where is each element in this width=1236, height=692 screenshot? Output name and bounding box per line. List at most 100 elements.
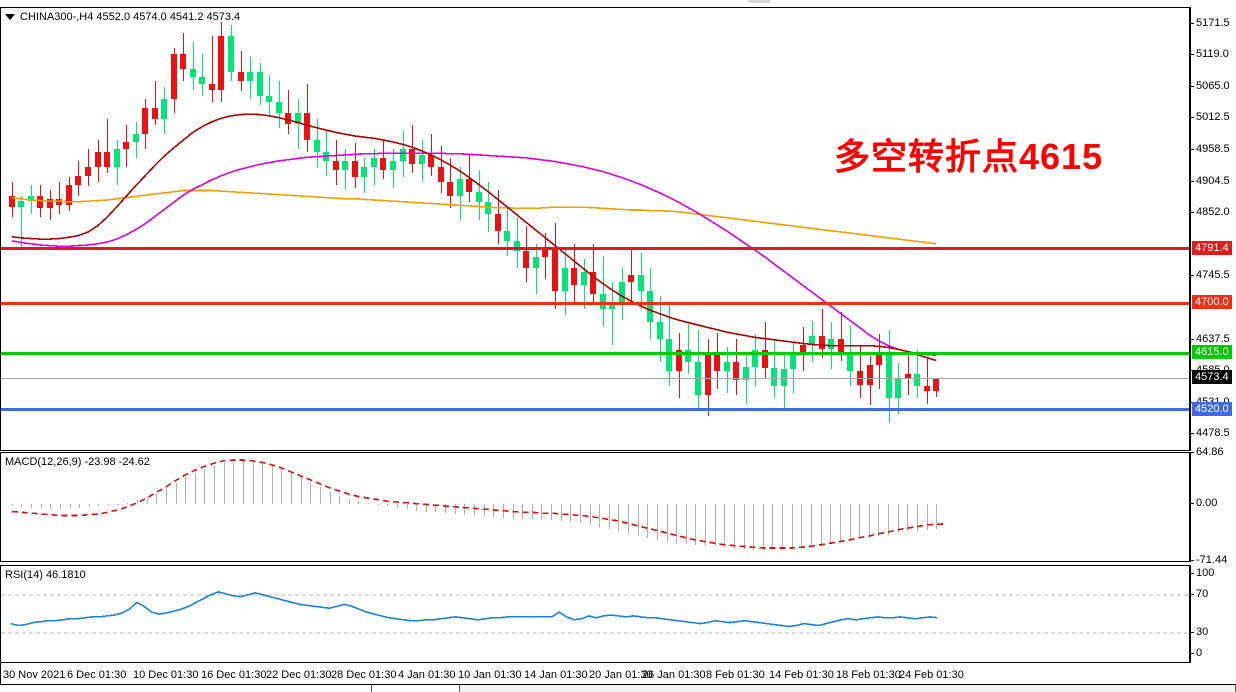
candle-body bbox=[476, 191, 482, 203]
macd-histogram-bar bbox=[262, 463, 263, 505]
macd-histogram-bar bbox=[349, 498, 350, 505]
candle-body bbox=[304, 113, 310, 141]
level-line-resistance-4791[interactable] bbox=[1, 247, 1189, 251]
candle-wick bbox=[345, 149, 346, 191]
candle-body bbox=[867, 365, 873, 385]
price-axis-badge-4615.0[interactable]: 4615.0 bbox=[1192, 345, 1232, 360]
macd-histogram-bar bbox=[888, 504, 889, 535]
macd-axis[interactable]: 64.86 0.00 -71.44 bbox=[1190, 446, 1236, 566]
axis-tick-label: 5065.0 bbox=[1196, 79, 1230, 92]
axis-tick-label: 4478.5 bbox=[1196, 427, 1230, 440]
candle-body bbox=[705, 355, 711, 395]
macd-histogram-bar bbox=[291, 472, 292, 505]
candle-body bbox=[485, 202, 491, 215]
macd-histogram-bar bbox=[89, 504, 90, 507]
candle-wick bbox=[841, 311, 842, 362]
axis-tick-mark bbox=[1190, 148, 1194, 150]
candle-body bbox=[685, 350, 691, 363]
macd-histogram-bar bbox=[628, 504, 629, 534]
macd-histogram-bar bbox=[147, 497, 148, 505]
macd-panel[interactable]: MACD(12,26,9) -23.98 -24.62 bbox=[0, 452, 1190, 562]
price-chart-panel[interactable]: CHINA300-,H4 4552.0 4574.0 4541.2 4573.4… bbox=[0, 7, 1190, 451]
macd-signal-line bbox=[11, 459, 946, 549]
candle-body bbox=[609, 303, 615, 309]
time-axis-label: 8 Feb 01:30 bbox=[706, 669, 765, 681]
candle-body bbox=[628, 274, 634, 283]
collapse-triangle-icon[interactable] bbox=[5, 14, 15, 20]
macd-histogram-bar bbox=[195, 472, 196, 505]
macd-histogram-bar bbox=[821, 504, 822, 546]
macd-plot-area[interactable] bbox=[1, 453, 1189, 561]
candle-wick bbox=[612, 282, 613, 345]
macd-histogram-bar bbox=[532, 504, 533, 520]
level-line-pivot-4615[interactable] bbox=[1, 351, 1189, 355]
macd-histogram-bar bbox=[79, 504, 80, 508]
candle-body bbox=[638, 274, 644, 292]
macd-histogram-bar bbox=[878, 504, 879, 537]
axis-tick-label: 64.86 bbox=[1196, 446, 1224, 458]
macd-histogram-bar bbox=[21, 504, 22, 507]
macd-histogram-bar bbox=[493, 504, 494, 518]
candle-body bbox=[647, 291, 653, 322]
price-axis-badge-4520.0[interactable]: 4520.0 bbox=[1192, 401, 1232, 416]
macd-histogram-bar bbox=[869, 504, 870, 538]
candle-body bbox=[314, 140, 320, 152]
macd-histogram-bar bbox=[580, 504, 581, 524]
candle-body bbox=[66, 184, 72, 205]
candle-wick bbox=[288, 89, 289, 135]
macd-histogram-bar bbox=[522, 504, 523, 519]
macd-histogram-bar bbox=[801, 504, 802, 549]
candle-body bbox=[47, 199, 53, 209]
taskbar-segment[interactable] bbox=[460, 685, 1236, 692]
time-axis-label: 6 Dec 01:30 bbox=[67, 669, 127, 681]
macd-histogram-bar bbox=[233, 461, 234, 505]
price-axis-badge-4700.0[interactable]: 4700.0 bbox=[1192, 295, 1232, 310]
macd-histogram-bar bbox=[705, 504, 706, 546]
level-line-last-price-4573[interactable] bbox=[1, 377, 1189, 379]
taskbar-segment[interactable] bbox=[372, 685, 460, 692]
macd-histogram-bar bbox=[98, 504, 99, 506]
candle-body bbox=[495, 214, 501, 231]
macd-histogram-bar bbox=[715, 504, 716, 547]
axis-tick-label: 5012.5 bbox=[1196, 110, 1230, 123]
candle-wick bbox=[536, 243, 537, 295]
axis-tick-label: 5119.0 bbox=[1196, 47, 1229, 60]
price-axis-badge-4573.4[interactable]: 4573.4 bbox=[1192, 370, 1232, 385]
time-axis-label: 26 Jan 01:30 bbox=[642, 669, 706, 681]
candle-wick bbox=[155, 80, 156, 126]
candle-body bbox=[56, 199, 62, 205]
price-axis-badge-4791.4[interactable]: 4791.4 bbox=[1192, 240, 1232, 255]
candle-wick bbox=[603, 255, 604, 327]
candle-body bbox=[18, 201, 24, 208]
macd-histogram-bar bbox=[301, 477, 302, 505]
macd-histogram-bar bbox=[397, 504, 398, 508]
time-axis-label: 10 Dec 01:30 bbox=[133, 669, 199, 681]
macd-histogram-bar bbox=[176, 482, 177, 505]
level-line-support-4520[interactable] bbox=[1, 408, 1189, 412]
candle-body bbox=[724, 362, 730, 372]
macd-histogram-bar bbox=[570, 504, 571, 522]
axis-tick-label: 4745.5 bbox=[1196, 269, 1230, 282]
candle-body bbox=[819, 335, 825, 350]
price-plot-area[interactable] bbox=[1, 8, 1189, 450]
macd-histogram-bar bbox=[917, 504, 918, 531]
taskbar-segment[interactable] bbox=[0, 685, 372, 692]
candle-body bbox=[37, 196, 43, 209]
candle-body bbox=[247, 71, 253, 81]
axis-tick-mark bbox=[1190, 632, 1194, 634]
candle-body bbox=[466, 178, 472, 192]
price-axis[interactable]: 5171.5 5119.0 5065.0 5012.5 4958.5 4904.5 4852… bbox=[1190, 7, 1236, 451]
candle-body bbox=[457, 178, 463, 197]
macd-histogram-bar bbox=[137, 500, 138, 505]
candle-body bbox=[361, 166, 367, 178]
candle-body bbox=[104, 151, 110, 167]
taskbar-strip[interactable] bbox=[0, 684, 1236, 692]
level-line-resistance-4700[interactable] bbox=[1, 301, 1189, 305]
rsi-axis[interactable]: 100 70 30 0 bbox=[1190, 565, 1236, 663]
candle-wick bbox=[21, 196, 22, 250]
rsi-panel[interactable]: RSI(14) 46.1810 bbox=[0, 565, 1190, 663]
time-axis-label: 18 Feb 01:30 bbox=[836, 669, 901, 681]
rsi-plot-area[interactable] bbox=[1, 566, 1189, 662]
macd-histogram-bar bbox=[561, 504, 562, 522]
